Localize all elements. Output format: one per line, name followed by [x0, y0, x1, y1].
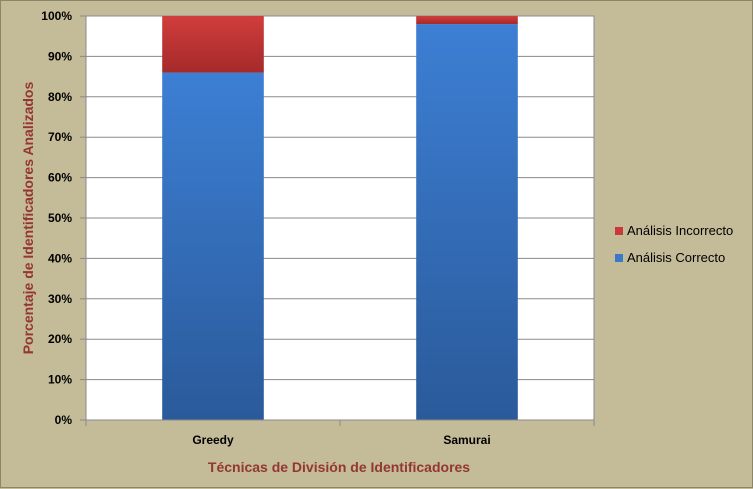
bars — [162, 16, 518, 421]
y-tick-label: 70% — [48, 130, 72, 144]
y-tick-label: 50% — [48, 211, 72, 225]
y-tick-label: 90% — [48, 49, 72, 63]
y-tick-label: 10% — [48, 373, 72, 387]
x-tick-labels: Greedy Samurai — [192, 433, 490, 447]
legend-label: Análisis Correcto — [627, 250, 725, 265]
axes — [80, 15, 595, 426]
bar-segment-correcto-samurai — [416, 24, 518, 421]
bar-segment-incorrecto-samurai — [416, 16, 518, 25]
y-tick-labels: 0% 10% 20% 30% 40% 50% 60% 70% 80% 90% 100% — [41, 9, 72, 427]
legend-swatch — [615, 254, 623, 262]
y-tick-label: 0% — [55, 413, 73, 427]
y-axis-title: Porcentaje de Identificadores Analizados — [20, 82, 36, 355]
x-axis-title: Técnicas de División de Identificadores — [208, 459, 470, 475]
bar-segment-incorrecto-greedy — [162, 16, 264, 73]
bar-segment-correcto-greedy — [162, 72, 264, 420]
legend: Análisis Incorrecto Análisis Correcto — [615, 223, 733, 265]
y-tick-label: 20% — [48, 332, 72, 346]
x-tick-label: Greedy — [192, 433, 234, 447]
y-tick-label: 40% — [48, 251, 72, 265]
y-tick-label: 100% — [41, 9, 72, 23]
y-tick-label: 30% — [48, 292, 72, 306]
x-tick-label: Samurai — [443, 433, 490, 447]
legend-label: Análisis Incorrecto — [627, 223, 733, 238]
legend-swatch — [615, 227, 623, 235]
y-tick-label: 80% — [48, 90, 72, 104]
y-tick-label: 60% — [48, 171, 72, 185]
